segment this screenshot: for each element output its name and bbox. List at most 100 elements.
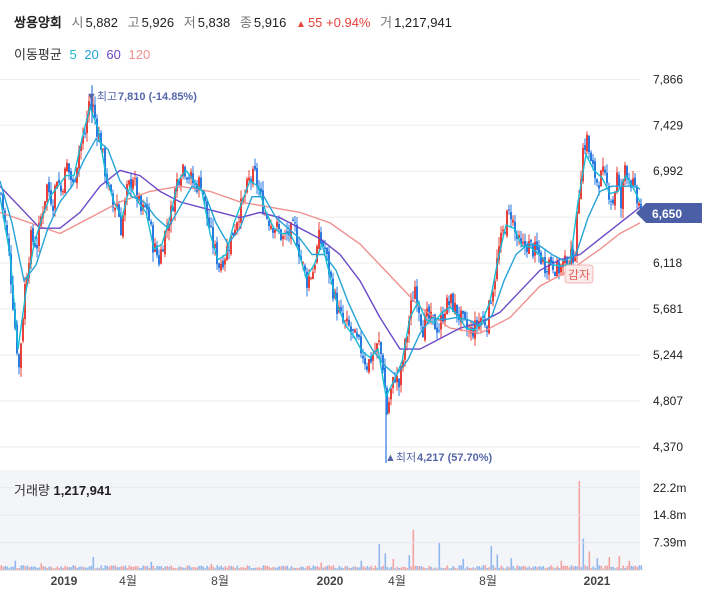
volume-bar [526, 567, 529, 570]
candle-body [398, 378, 400, 388]
volume-bar [78, 566, 81, 570]
candle-body [202, 189, 204, 196]
candle-body [538, 247, 540, 254]
volume-bar [234, 568, 237, 570]
volume-bar [620, 568, 623, 570]
ma-legend-20[interactable]: 20 [84, 47, 99, 62]
candle-body [116, 202, 118, 208]
volume-bar [522, 565, 525, 570]
candle-body [638, 203, 640, 206]
candle-body [4, 210, 6, 223]
volume-bar [128, 565, 131, 570]
volume-bar [558, 568, 561, 570]
volume-bar [412, 530, 415, 570]
volume-bar [114, 565, 117, 570]
candle-body [214, 244, 216, 249]
ma-legend-5[interactable]: 5 [69, 47, 77, 62]
volume-bar [618, 555, 621, 570]
candle-body [414, 286, 416, 299]
volume-bar [276, 567, 279, 570]
volume-bar [328, 565, 331, 570]
volume-bar [50, 566, 53, 570]
candle-body [436, 327, 438, 333]
volume-bar [410, 566, 413, 570]
candle-body [482, 316, 484, 318]
volume-bar [636, 567, 639, 570]
volume-bar [292, 567, 295, 570]
event-badge[interactable] [564, 264, 594, 284]
volume-bar [360, 560, 363, 570]
x-tick-label: 4월 [119, 574, 137, 588]
volume-tick-label: 7.39m [653, 536, 686, 550]
volume-bar [62, 568, 65, 570]
candle-body [508, 209, 510, 211]
candle-body [172, 207, 174, 212]
x-tick-label: 2021 [584, 574, 611, 588]
candle-body [578, 197, 580, 214]
candle-body [168, 225, 170, 231]
candle-body [20, 343, 22, 369]
volume-bar [18, 568, 21, 570]
volume-bar [226, 567, 229, 570]
volume-bar [382, 565, 385, 570]
candle-body [364, 358, 366, 365]
candle-body [276, 221, 278, 227]
open-value: 5,882 [85, 15, 118, 30]
volume-bar [496, 554, 499, 570]
volume-bar [512, 565, 515, 570]
volume-bar [536, 567, 539, 570]
ma-legend-60[interactable]: 60 [106, 47, 121, 62]
candle-body [344, 320, 346, 322]
change-percent: +0.94% [326, 15, 371, 30]
volume-bar [604, 565, 607, 570]
candle-body [256, 168, 258, 187]
volume-bar [444, 567, 447, 570]
candle-body [68, 163, 70, 173]
candles [0, 85, 642, 463]
candle-body [30, 230, 32, 265]
volume-bar [308, 565, 311, 570]
volume-bar [550, 565, 553, 570]
volume-bar [72, 565, 75, 570]
candle-body [548, 259, 550, 275]
candle-body [268, 220, 270, 227]
candle-body [260, 188, 262, 193]
candle-body [32, 227, 34, 242]
volume-bar [514, 568, 517, 570]
volume-bar [578, 481, 581, 570]
candle-body [204, 196, 206, 202]
candle-body [390, 388, 392, 400]
candle-body [616, 172, 618, 192]
volume-bar [388, 568, 391, 570]
volume-bar [108, 566, 111, 570]
volume-bar [170, 565, 173, 570]
volume-bar [8, 568, 11, 570]
candle-body [370, 356, 372, 363]
volume-bar [26, 565, 29, 570]
volume-bars [0, 481, 643, 570]
volume-bar [392, 558, 395, 570]
volume-bar [258, 567, 261, 570]
candle-body [412, 300, 414, 302]
volume-bar [134, 566, 137, 570]
volume-bar [126, 568, 129, 570]
moving-average-legend: 이동평균 5 20 60 120 [14, 44, 154, 63]
volume-bar [106, 565, 109, 570]
candle-body [266, 214, 268, 219]
volume-bar [166, 566, 169, 570]
candle-body [360, 336, 362, 354]
candle-body [164, 231, 166, 255]
volume-bar [504, 568, 507, 570]
volume-bar [242, 567, 245, 570]
volume-bar [110, 565, 113, 570]
close-label: 종 [239, 15, 252, 30]
candle-body [522, 241, 524, 244]
ma-legend-120[interactable]: 120 [128, 47, 151, 62]
candle-body [554, 271, 556, 277]
volume-bar [6, 566, 9, 570]
candle-body [626, 166, 628, 179]
volume-bar [614, 568, 617, 570]
candle-body [252, 168, 254, 185]
volume-bar [180, 566, 183, 570]
